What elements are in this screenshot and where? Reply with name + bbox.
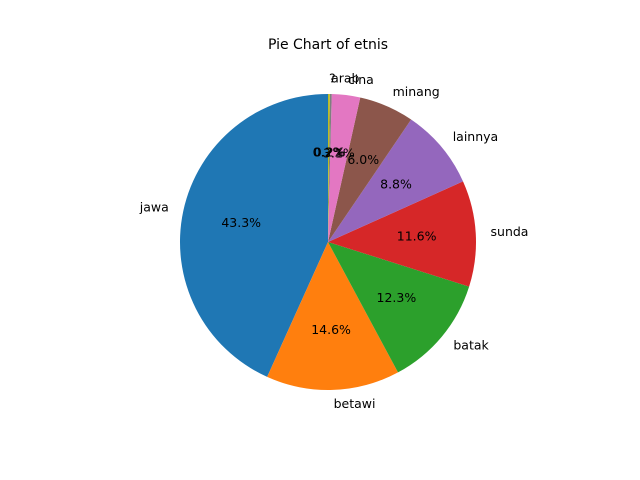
slice-label-7: arab xyxy=(331,71,359,86)
slice-label-3: sunda xyxy=(491,224,529,239)
slice-percent-4: 8.8% xyxy=(380,176,412,191)
pie-slice-1 xyxy=(267,242,399,390)
percent-labels: 43.3%14.6%12.3%11.6%8.8%6.0%3.1%0.2%0.2% xyxy=(221,145,436,338)
pie-slice-5 xyxy=(328,97,412,243)
slice-label-5: minang xyxy=(393,84,440,99)
pie-slices xyxy=(179,94,476,390)
slice-label-2: batak xyxy=(453,337,489,352)
pie-slice-6 xyxy=(328,94,361,242)
pie-slice-4 xyxy=(328,119,464,242)
slice-percent-5: 6.0% xyxy=(347,152,379,167)
pie-slice-0 xyxy=(179,94,328,377)
slice-percent-7: 0.2% xyxy=(314,145,346,160)
slice-percent-8: 0.2% xyxy=(313,145,345,160)
slice-label-0: jawa xyxy=(139,199,169,214)
slice-percent-1: 14.6% xyxy=(311,322,351,337)
slice-label-8: ? xyxy=(329,71,336,86)
slice-label-4: lainnya xyxy=(453,129,499,144)
slice-percent-0: 43.3% xyxy=(221,215,261,230)
slice-label-6: cina xyxy=(348,72,374,87)
slice-percent-3: 11.6% xyxy=(397,228,437,243)
slice-percent-2: 12.3% xyxy=(377,290,417,305)
pie-slice-7 xyxy=(328,94,332,243)
pie-slice-8 xyxy=(328,94,330,242)
pie-slice-2 xyxy=(328,242,470,373)
slice-labels: jawa betawi batak sunda lainnya minang cinaara… xyxy=(139,71,529,411)
slice-percent-6: 3.1% xyxy=(323,145,355,160)
pie-slice-3 xyxy=(328,181,476,287)
slice-label-1: betawi xyxy=(334,396,376,411)
chart-title: Pie Chart of etnis xyxy=(268,37,388,53)
